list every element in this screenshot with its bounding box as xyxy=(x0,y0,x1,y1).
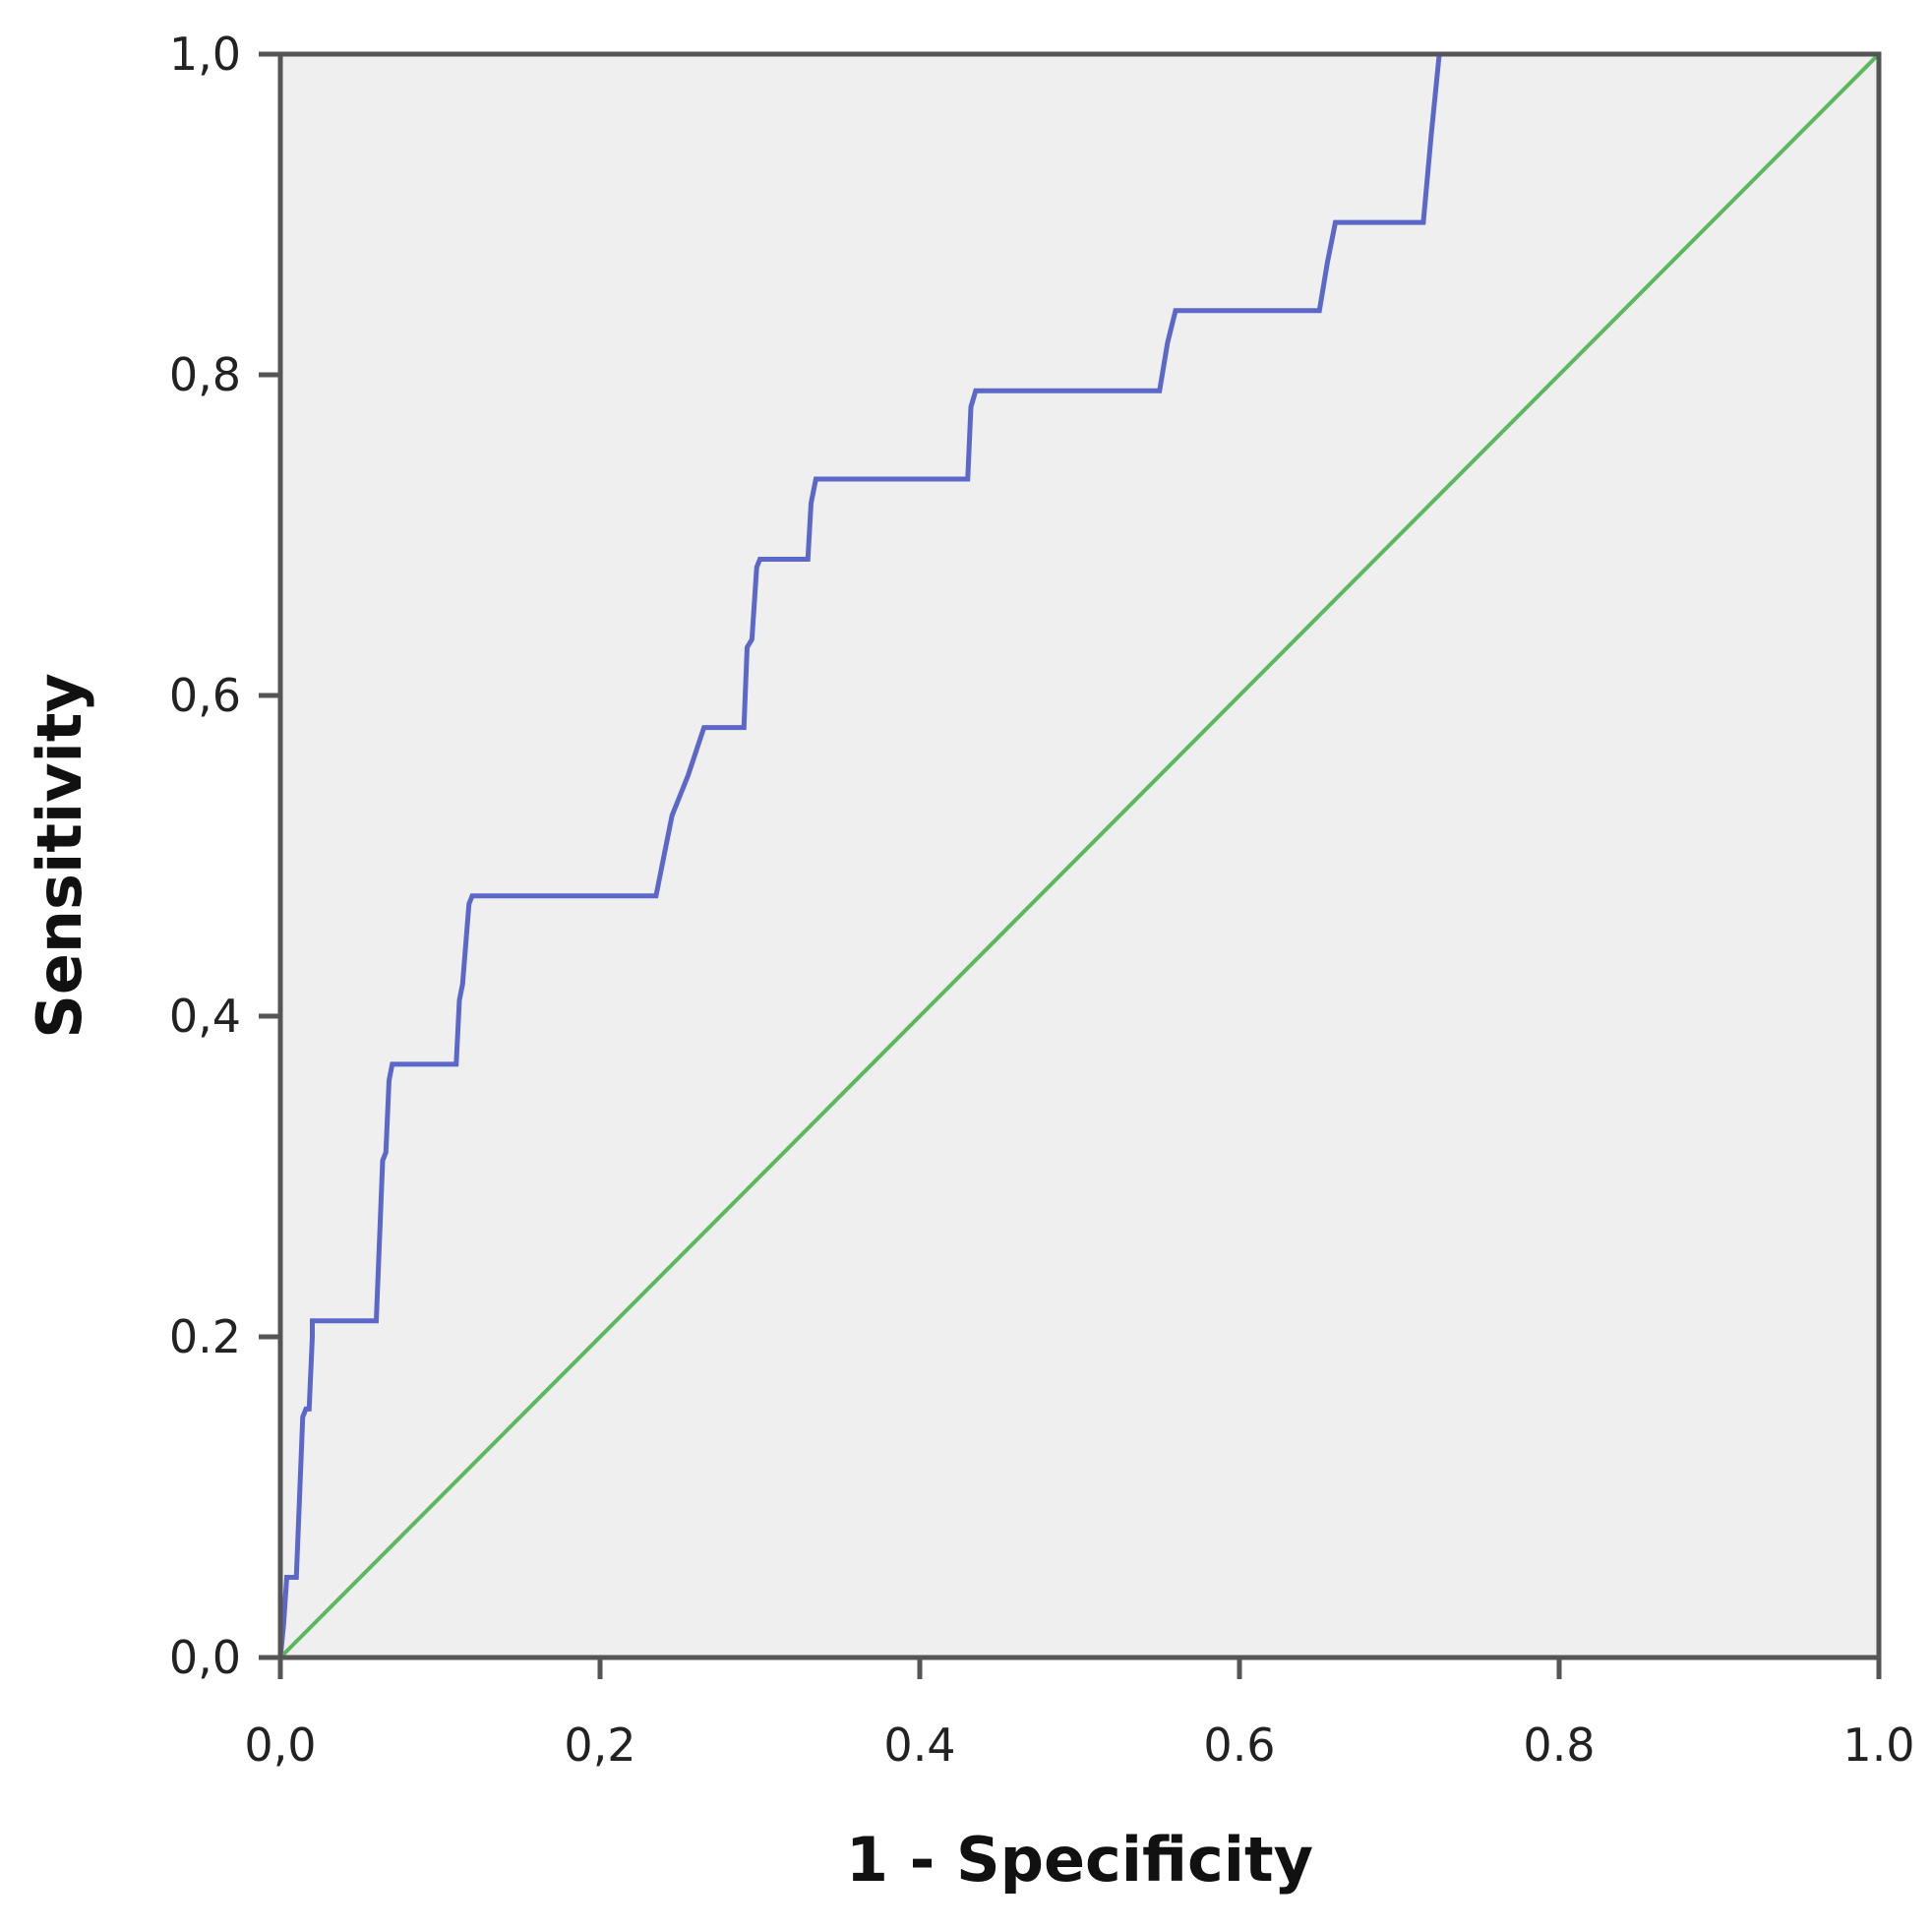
roc-curve-line xyxy=(277,51,1879,1658)
plot-frame xyxy=(277,51,1882,1660)
y-tick-label: 0,4 xyxy=(169,990,241,1043)
y-tick-label: 0,6 xyxy=(169,669,241,722)
y-axis-title: Sensitivity xyxy=(24,673,95,1039)
y-tick-label: 1,0 xyxy=(169,28,241,81)
y-tick-label: 0.2 xyxy=(169,1310,241,1363)
reference-diagonal-line xyxy=(278,52,1881,1659)
y-axis: 0,0 0.2 0,4 0,6 0,8 1,0 xyxy=(169,28,280,1684)
x-tick-label: 0.6 xyxy=(1203,1718,1275,1772)
x-tick-label: 1.0 xyxy=(1842,1718,1914,1772)
y-tick-label: 0,8 xyxy=(169,348,241,401)
x-tick-label: 0,0 xyxy=(244,1718,316,1772)
x-tick-label: 0.8 xyxy=(1523,1718,1595,1772)
y-tick-label: 0,0 xyxy=(169,1631,241,1684)
x-axis-title: 1 - Specificity xyxy=(846,1824,1313,1896)
x-tick-label: 0,2 xyxy=(564,1718,635,1772)
series-layer xyxy=(277,51,1881,1659)
x-tick-label: 0.4 xyxy=(883,1718,955,1772)
x-axis: 0,0 0,2 0.4 0.6 0.8 1.0 xyxy=(244,1658,1915,1772)
